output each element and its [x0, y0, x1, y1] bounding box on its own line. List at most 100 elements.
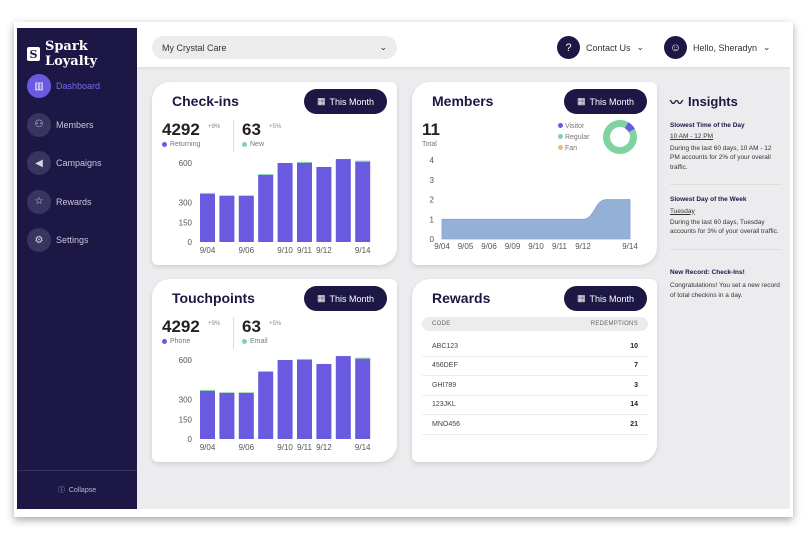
table-header: CODE REDEMPTIONS — [422, 317, 648, 331]
contact-us-button[interactable]: ? Contact Us ⌄ — [557, 36, 644, 59]
calendar-icon: ▦ — [576, 96, 586, 106]
table-row[interactable]: ABC123 10 — [422, 337, 648, 357]
stat-change: +5% — [269, 321, 282, 327]
sidebar-item-label: Settings — [56, 235, 89, 245]
bar-primary — [258, 371, 274, 439]
donut-slice-regular — [603, 120, 637, 154]
x-tick-label: 9/12 — [316, 246, 332, 255]
insight-text: During the last 60 days, 10 AM - 12 PM a… — [670, 144, 772, 171]
collapse-button[interactable]: ⓘ Collapse — [17, 470, 137, 509]
logo[interactable]: S Spark Loyalty — [27, 39, 137, 69]
y-tick-label: 1 — [430, 215, 435, 224]
app: S Spark Loyalty ▥ Dashboard ⚇ Members ◀ Camp… — [17, 28, 790, 509]
reward-code: GHI789 — [432, 381, 457, 389]
donut-legend: Visitor Regular Fan — [558, 121, 589, 154]
bar-primary — [219, 195, 235, 242]
card-title: Rewards — [432, 290, 491, 306]
y-tick-label: 0 — [430, 235, 435, 244]
legend-regular: Regular — [558, 132, 589, 143]
column-header-code[interactable]: CODE — [432, 321, 451, 327]
period-button[interactable]: ▦ This Month — [564, 286, 647, 311]
stat-value: 11 — [422, 120, 440, 139]
column-header-redemptions[interactable]: REDEMPTIONS — [590, 321, 638, 327]
calendar-icon: ▦ — [316, 96, 326, 106]
sidebar-item-campaigns[interactable]: ◀ Campaigns — [27, 151, 102, 175]
star-icon: ☆ — [27, 189, 51, 214]
bar-primary — [200, 390, 215, 439]
reward-code: ABC123 — [432, 342, 459, 350]
insight-item: Slowest Day of the Week Tuesday During the… — [670, 185, 782, 250]
contact-label: Contact Us — [586, 42, 631, 53]
bar-secondary — [297, 161, 312, 163]
bar-secondary — [200, 192, 215, 194]
y-tick-label: 300 — [179, 396, 193, 405]
sidebar-item-label: Members — [56, 119, 94, 130]
period-button[interactable]: ▦ This Month — [304, 89, 387, 114]
card-title: Check-ins — [172, 93, 239, 109]
stat-change: +5% — [269, 124, 282, 130]
bar-secondary — [258, 371, 274, 372]
x-tick-label: 9/04 — [200, 443, 216, 452]
sidebar-item-dashboard[interactable]: ▥ Dashboard — [27, 74, 102, 98]
x-tick-label: 9/12 — [575, 242, 591, 251]
stat-value: 63 — [242, 120, 261, 139]
insight-highlight[interactable]: Tuesday — [670, 207, 695, 215]
table-row[interactable]: GHI789 3 — [422, 376, 648, 396]
collapse-label: Collapse — [68, 486, 97, 494]
touchpoints-card: Touchpoints ▦ This Month 4292 +9% Phone 63 +… — [152, 279, 397, 462]
bar-primary — [258, 174, 274, 242]
sidebar-item-label: Dashboard — [56, 81, 101, 91]
stat-label: Returning — [170, 141, 201, 148]
x-tick-label: 9/14 — [355, 443, 371, 452]
divider — [233, 317, 234, 349]
bar-secondary — [219, 195, 235, 196]
legend-label: Visitor — [564, 123, 585, 130]
bar-secondary — [297, 358, 312, 360]
redemption-count: 10 — [630, 342, 638, 350]
bar-primary — [335, 356, 351, 439]
sidebar-item-rewards[interactable]: ☆ Rewards — [27, 189, 102, 214]
bar-primary — [238, 392, 254, 439]
legend-dot — [242, 339, 247, 344]
calendar-icon: ▦ — [576, 293, 586, 303]
period-label: This Month — [589, 293, 635, 304]
stat-phone: 4292 +9% Phone — [162, 317, 220, 345]
insight-item: New Record: Check-Ins! Congratulations! Y… — [670, 250, 782, 312]
insight-text: Congratulations! You set a new record of… — [670, 282, 780, 299]
bar-primary — [277, 163, 293, 242]
stat-label: Email — [250, 338, 268, 345]
stat-value: 63 — [242, 317, 261, 336]
chevron-left-circle-icon: ⓘ — [57, 487, 65, 494]
y-tick-label: 4 — [430, 156, 435, 165]
bar-primary — [335, 159, 351, 242]
legend-label: Regular — [564, 134, 590, 141]
redemption-count: 3 — [634, 381, 638, 389]
location-select[interactable]: My Crystal Care ⌄ — [152, 36, 397, 59]
user-menu-button[interactable]: ☺ Hello, Sheradyn ⌄ — [664, 36, 771, 59]
y-tick-label: 300 — [179, 199, 193, 208]
bar-primary — [355, 358, 371, 439]
sidebar-item-members[interactable]: ⚇ Members — [27, 112, 102, 137]
stat-email: 63 +5% Email — [242, 317, 281, 345]
x-tick-label: 9/11 — [552, 242, 568, 251]
y-tick-label: 0 — [188, 238, 193, 247]
table-row[interactable]: MNO456 21 — [422, 415, 648, 435]
x-tick-label: 9/09 — [505, 242, 521, 251]
legend-label: Fan — [564, 145, 578, 152]
period-button[interactable]: ▦ This Month — [304, 286, 387, 311]
stat-label: Total — [422, 141, 437, 148]
bar-primary — [316, 363, 332, 439]
table-row[interactable]: 123JKL 14 — [422, 396, 648, 415]
sidebar-item-settings[interactable]: ⚙ Settings — [27, 228, 102, 252]
touchpoints-chart: 0 150 300 600 9/04 9/06 9/10 9/11 9/12 9/14 — [179, 356, 371, 452]
reward-code: 123JKL — [432, 401, 456, 409]
gear-icon: ⚙ — [27, 228, 51, 252]
header: My Crystal Care ⌄ ? Contact Us ⌄ ☺ Hello, Sh… — [137, 28, 790, 67]
y-tick-label: 0 — [188, 435, 193, 444]
period-button[interactable]: ▦ This Month — [564, 89, 647, 114]
stat-new: 63 +5% New — [242, 120, 281, 148]
table-row[interactable]: 456DEF 7 — [422, 357, 648, 376]
insight-highlight[interactable]: 10 AM - 12 PM — [670, 133, 713, 141]
card-title: Members — [432, 93, 494, 109]
x-tick-label: 9/11 — [297, 443, 313, 452]
